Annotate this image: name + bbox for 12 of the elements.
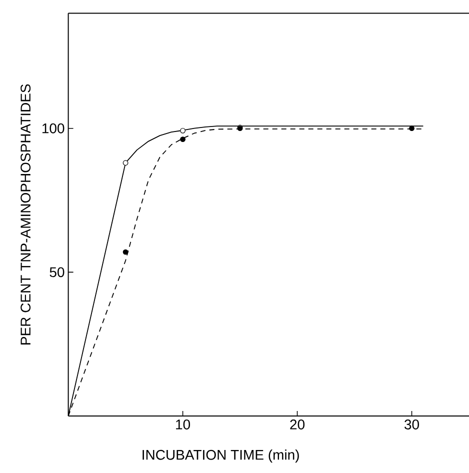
x-axis-title: INCUBATION TIME (min) bbox=[142, 450, 299, 463]
point bbox=[122, 249, 128, 255]
point bbox=[122, 160, 128, 166]
x-tick-label: 20 bbox=[290, 420, 305, 430]
point bbox=[409, 126, 414, 132]
y-tick-label: 100 bbox=[42, 123, 64, 134]
point bbox=[180, 136, 186, 142]
y-tick-label: 50 bbox=[50, 267, 64, 278]
point bbox=[180, 128, 186, 134]
x-tick-label: 30 bbox=[404, 420, 419, 430]
y-axis-title: PER CENT TNP-AMINOPHOSPHATIDES bbox=[20, 84, 31, 344]
x-tick-label: 10 bbox=[176, 420, 190, 430]
